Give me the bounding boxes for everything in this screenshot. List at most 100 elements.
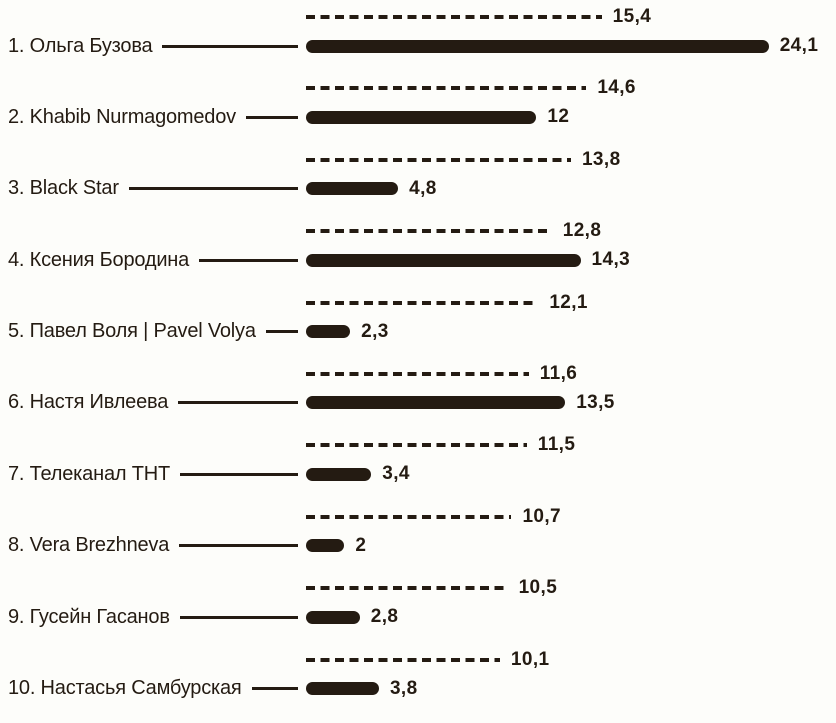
chart-row: 13,8 3. Black Star 4,8 [0,146,836,217]
chart-row: 12,8 4. Ксения Бородина 14,3 [0,217,836,288]
dashed-bar [306,586,508,591]
dashed-bar [306,229,552,234]
dashed-series-row: 10,1 [0,646,836,674]
solid-series-row: 9. Гусейн Гасанов 2,8 [0,602,836,632]
solid-series-row: 3. Black Star 4,8 [0,174,836,204]
leader-line [179,544,298,548]
chart-row: 12,1 5. Павел Воля | Pavel Volya 2,3 [0,289,836,360]
chart-row: 14,6 2. Khabib Nurmagomedov 12 [0,74,836,145]
solid-value-label: 13,5 [576,391,615,413]
category-label: 9. Гусейн Гасанов [8,605,170,628]
solid-series-row: 8. Vera Brezhneva 2 [0,531,836,561]
leader-line [162,44,298,48]
solid-bar [306,253,581,267]
solid-series-row: 7. Телеканал ТНТ 3,4 [0,459,836,489]
solid-series-row: 4. Ксения Бородина 14,3 [0,245,836,275]
dashed-series-row: 14,6 [0,74,836,102]
dashed-value-label: 10,5 [518,577,558,599]
solid-bar [306,325,351,339]
chart-row: 11,5 7. Телеканал ТНТ 3,4 [0,431,836,502]
dashed-series-row: 15,4 [0,3,836,31]
category-cell: 10. Настасья Самбурская [0,677,298,700]
dashed-value-label: 15,4 [612,6,652,27]
category-label: 1. Ольга Бузова [8,34,153,57]
dashed-series-row: 10,5 [0,574,836,602]
solid-series-row: 1. Ольга Бузова 24,1 [0,31,836,61]
dashed-bar [306,86,587,91]
solid-series-row: 5. Павел Воля | Pavel Volya 2,3 [0,317,836,347]
dashed-bar [306,300,539,305]
category-cell: 2. Khabib Nurmagomedov [0,106,298,129]
solid-series-row: 6. Настя Ивлеева 13,5 [0,388,836,418]
dashed-bar [306,15,602,19]
chart-row: 11,6 6. Настя Ивлеева 13,5 [0,360,836,431]
category-cell: 6. Настя Ивлеева [0,391,298,414]
dashed-series-row: 13,8 [0,146,836,174]
dashed-series-row: 11,5 [0,431,836,459]
dashed-value-label: 11,5 [537,434,576,456]
dashed-value-label: 10,1 [510,648,550,670]
dashed-bar [306,157,571,162]
dashed-value-label: 14,6 [597,77,636,99]
leader-line [245,115,298,119]
leader-line [179,472,298,476]
solid-series-row: 10. Настасья Самбурская 3,8 [0,674,836,704]
solid-value-label: 14,3 [591,249,631,271]
leader-line [179,615,298,619]
category-cell: 4. Ксения Бородина [0,249,298,272]
dashed-series-row: 11,6 [0,360,836,388]
solid-value-label: 2 [355,534,367,556]
category-label: 7. Телеканал ТНТ [8,462,170,485]
solid-bar [306,467,372,481]
dashed-bar [306,371,529,376]
category-label: 3. Black Star [8,177,119,200]
dashed-value-label: 11,6 [539,362,578,384]
category-label: 10. Настасья Самбурская [8,677,242,700]
category-label: 4. Ксения Бородина [8,248,190,271]
dashed-bar [306,443,527,448]
chart-row: 10,1 10. Настасья Самбурская 3,8 [0,646,836,717]
dashed-bar [306,657,500,662]
dashed-series-row: 12,1 [0,289,836,317]
solid-value-label: 3,4 [382,463,410,485]
solid-value-label: 2,8 [370,606,399,628]
category-cell: 9. Гусейн Гасанов [0,606,298,629]
solid-bar [306,610,360,624]
dashed-bar [306,514,512,519]
solid-bar [306,539,345,553]
category-label: 6. Настя Ивлеева [8,391,169,414]
dashed-series-row: 10,7 [0,503,836,531]
chart-row: 10,5 9. Гусейн Гасанов 2,8 [0,574,836,645]
solid-bar [306,110,537,124]
dashed-value-label: 10,7 [522,505,562,527]
solid-value-label: 24,1 [779,35,819,56]
leader-line [178,401,298,405]
dashed-value-label: 13,8 [581,148,621,170]
solid-bar [306,396,566,410]
category-label: 8. Vera Brezhneva [8,534,170,557]
category-cell: 3. Black Star [0,177,298,200]
solid-value-label: 3,8 [389,677,418,699]
leader-line [251,687,298,691]
solid-bar [306,682,379,696]
category-cell: 8. Vera Brezhneva [0,534,298,557]
solid-value-label: 4,8 [409,177,437,199]
leader-line [199,258,298,262]
solid-series-row: 2. Khabib Nurmagomedov 12 [0,102,836,132]
solid-bar [306,182,399,196]
dashed-value-label: 12,8 [562,220,602,242]
category-cell: 1. Ольга Бузова [0,35,298,58]
chart-row: 15,4 1. Ольга Бузова 24,1 [0,3,836,74]
category-cell: 5. Павел Воля | Pavel Volya [0,320,298,343]
dashed-value-label: 12,1 [549,291,588,313]
solid-value-label: 12 [547,106,570,128]
solid-bar [306,39,769,53]
chart-row: 10,7 8. Vera Brezhneva 2 [0,503,836,574]
leader-line [128,187,298,191]
category-cell: 7. Телеканал ТНТ [0,463,298,486]
dashed-series-row: 12,8 [0,217,836,245]
solid-value-label: 2,3 [361,320,389,342]
leader-line [265,330,298,334]
